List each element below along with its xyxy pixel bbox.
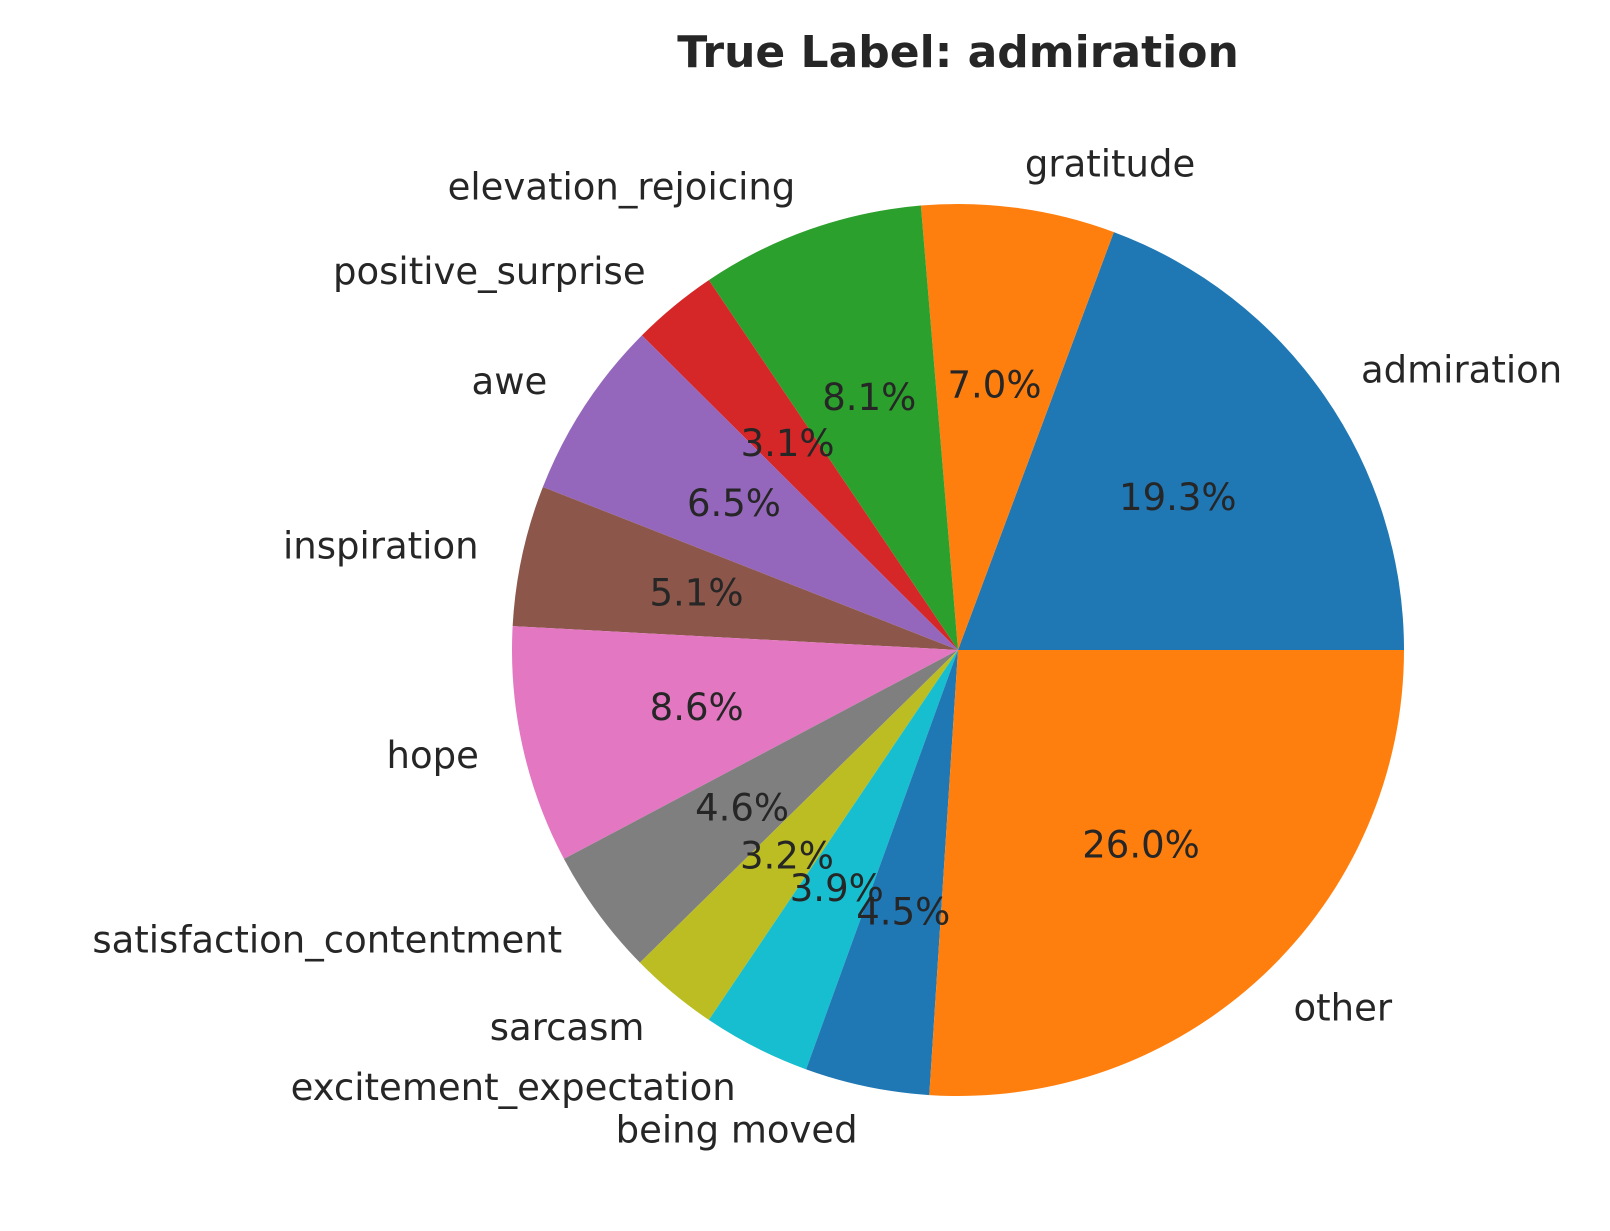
label-hope: hope bbox=[387, 734, 479, 777]
pct-excitement-expectation: 3.9% bbox=[790, 867, 884, 910]
slice-other bbox=[929, 650, 1404, 1096]
slice-positive-surprise bbox=[641, 280, 958, 650]
label-excitement-expectation: excitement_expectation bbox=[291, 1066, 736, 1109]
slice-elevation-rejoicing bbox=[708, 205, 958, 650]
label-gratitude: gratitude bbox=[1025, 142, 1195, 185]
pct-awe: 6.5% bbox=[687, 482, 781, 525]
chart-title: True Label: admiration bbox=[677, 27, 1239, 78]
percentage-labels: 19.3% 7.0% 8.1%3.1% 6.5% 5.1% 8.6% 4.6%3.2%3.9… bbox=[649, 363, 1236, 933]
pct-positive-surprise: 3.1% bbox=[741, 422, 835, 465]
pct-hope: 8.6% bbox=[650, 686, 744, 729]
slice-being-moved bbox=[806, 650, 958, 1096]
label-satisfaction-contentment: satisfaction_contentment bbox=[92, 918, 562, 961]
label-awe: awe bbox=[472, 360, 548, 403]
slice-excitement-expectation bbox=[708, 650, 958, 1070]
label-admiration: admiration bbox=[1361, 349, 1562, 392]
category-labels: admiration gratitude elevation_rejoicingpo… bbox=[92, 142, 1562, 1151]
slice-admiration bbox=[958, 232, 1404, 650]
label-positive-surprise: positive_surprise bbox=[333, 250, 646, 293]
label-elevation-rejoicing: elevation_rejoicing bbox=[448, 166, 796, 209]
label-sarcasm: sarcasm bbox=[490, 1006, 645, 1049]
label-inspiration: inspiration bbox=[283, 524, 479, 567]
slice-gratitude bbox=[920, 204, 1114, 650]
pct-elevation-rejoicing: 8.1% bbox=[822, 376, 916, 419]
pct-sarcasm: 3.2% bbox=[740, 834, 834, 877]
slice-satisfaction-contentment bbox=[563, 650, 958, 963]
slice-inspiration bbox=[512, 486, 958, 650]
pct-other: 26.0% bbox=[1082, 824, 1200, 867]
slice-awe bbox=[542, 335, 958, 650]
pct-inspiration: 5.1% bbox=[649, 572, 743, 615]
slice-sarcasm bbox=[639, 650, 958, 1020]
pct-gratitude: 7.0% bbox=[947, 363, 1041, 406]
pct-satisfaction-contentment: 4.6% bbox=[695, 787, 789, 830]
pct-being-moved: 4.5% bbox=[856, 890, 950, 933]
label-being-moved: being moved bbox=[616, 1109, 858, 1152]
pct-admiration: 19.3% bbox=[1119, 476, 1237, 519]
pie-slices bbox=[512, 204, 1404, 1096]
slice-hope bbox=[512, 626, 958, 859]
label-other: other bbox=[1294, 986, 1393, 1029]
